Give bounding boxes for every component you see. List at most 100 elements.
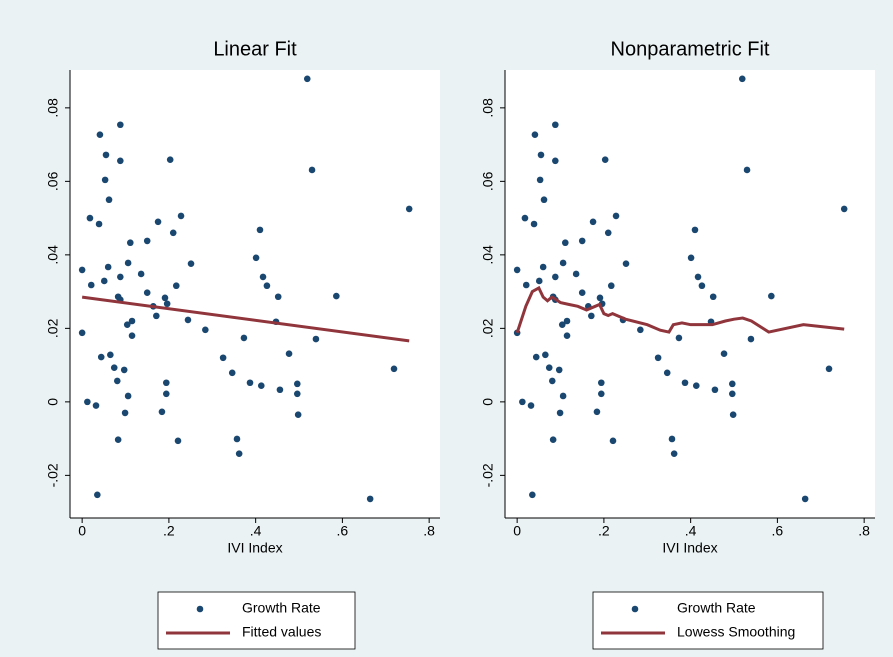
- point: [593, 408, 601, 416]
- plot-area: [505, 70, 875, 518]
- point: [259, 273, 267, 281]
- chart-title: Nonparametric Fit: [611, 38, 770, 60]
- point: [556, 409, 564, 417]
- point: [162, 379, 170, 387]
- point: [561, 239, 569, 247]
- point: [609, 437, 617, 445]
- point: [531, 131, 539, 138]
- plot-area: [70, 70, 440, 518]
- x-tick-label: .2: [598, 523, 610, 539]
- point: [692, 382, 700, 389]
- point: [120, 366, 128, 374]
- point: [124, 259, 132, 267]
- point: [530, 220, 538, 228]
- y-tick-label: .08: [45, 98, 61, 118]
- point: [117, 157, 124, 165]
- point: [246, 379, 254, 387]
- point: [121, 409, 129, 417]
- point: [637, 326, 644, 334]
- point: [143, 289, 151, 297]
- point: [128, 332, 136, 340]
- point: [743, 166, 751, 174]
- point: [747, 335, 755, 343]
- point: [542, 351, 549, 359]
- point: [117, 121, 124, 129]
- y-tick-label: 0: [45, 398, 61, 406]
- point: [545, 364, 553, 371]
- legend-swatch: [631, 605, 639, 613]
- point: [158, 408, 166, 416]
- point: [601, 156, 609, 163]
- legend-label: Growth Rate: [677, 600, 756, 616]
- point: [578, 237, 586, 245]
- point: [96, 131, 104, 138]
- point: [532, 353, 540, 361]
- point: [668, 435, 676, 443]
- point: [572, 270, 580, 278]
- point: [558, 321, 566, 328]
- point: [123, 321, 131, 328]
- point: [519, 398, 526, 406]
- point: [687, 254, 695, 262]
- point: [219, 354, 227, 362]
- point: [333, 292, 340, 300]
- point: [552, 273, 559, 281]
- point: [102, 151, 110, 159]
- y-tick-label: .06: [45, 171, 61, 191]
- point: [801, 495, 809, 503]
- point: [552, 157, 559, 165]
- point: [86, 214, 94, 222]
- point: [709, 293, 717, 301]
- point: [729, 411, 737, 419]
- point: [549, 436, 557, 444]
- point: [104, 263, 112, 271]
- point: [559, 392, 567, 400]
- x-tick-label: .8: [423, 523, 435, 539]
- point: [589, 218, 597, 226]
- point: [126, 239, 134, 247]
- point: [256, 226, 264, 234]
- point: [128, 317, 136, 325]
- point: [161, 294, 169, 302]
- point: [187, 260, 195, 267]
- point: [169, 229, 177, 237]
- point: [257, 382, 265, 389]
- point: [597, 379, 605, 387]
- point: [276, 386, 284, 394]
- legend-swatch: [196, 605, 204, 613]
- point: [174, 437, 182, 445]
- point: [539, 263, 547, 271]
- point: [233, 435, 241, 443]
- point: [612, 212, 620, 220]
- point: [235, 450, 243, 457]
- point: [97, 353, 105, 361]
- point: [366, 495, 374, 503]
- point: [694, 273, 702, 281]
- fit-line: [81, 295, 410, 343]
- point: [137, 270, 145, 278]
- point: [597, 390, 605, 398]
- point: [202, 326, 209, 334]
- point: [563, 317, 571, 325]
- point: [105, 196, 113, 204]
- y-tick-label: -.02: [45, 463, 61, 487]
- point: [521, 214, 529, 222]
- point: [537, 151, 545, 159]
- point: [607, 282, 615, 290]
- point: [78, 329, 86, 337]
- point: [263, 282, 271, 290]
- point: [555, 366, 563, 374]
- point: [604, 229, 612, 237]
- point: [101, 176, 109, 184]
- point: [303, 75, 311, 83]
- legend: [592, 591, 824, 650]
- point: [825, 365, 833, 373]
- y-tick-label: .08: [480, 98, 496, 118]
- point: [163, 300, 171, 308]
- point: [535, 277, 543, 285]
- legend-label: Lowess Smoothing: [677, 624, 795, 640]
- y-tick-label: .02: [480, 318, 496, 338]
- point: [240, 334, 248, 342]
- point: [252, 254, 260, 262]
- point: [536, 176, 544, 184]
